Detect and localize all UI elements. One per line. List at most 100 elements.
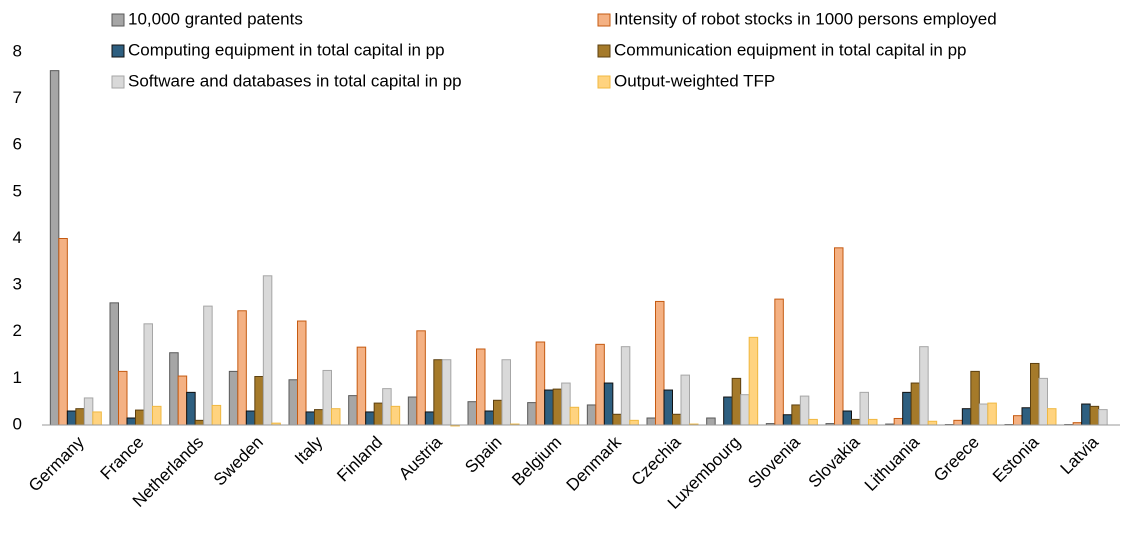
y-tick-label: 1 [13,368,22,387]
x-tick-label: Greece [930,433,983,486]
bar [749,337,758,425]
bar [1039,378,1048,425]
bar [76,409,85,425]
bar [502,360,511,425]
x-tick-label: Czechia [628,432,685,489]
legend-swatch [112,14,124,26]
x-tick-label: Denmark [563,432,626,495]
x-tick-label: Spain [461,433,505,477]
bar [59,239,67,426]
bar [545,390,554,425]
bar [647,418,656,425]
bar [562,383,571,425]
y-tick-label: 8 [13,41,22,60]
bar [962,409,971,425]
bar [84,398,93,425]
x-tick-label: Belgium [508,433,565,490]
bar [494,400,503,425]
bar [50,71,59,425]
bar [408,397,417,425]
bar [979,404,988,425]
bar [1090,406,1099,425]
bar [204,306,213,425]
x-tick-label: Slovenia [744,432,804,492]
bar [195,420,204,425]
bar [1048,409,1057,425]
legend-label: Communication equipment in total capital… [614,40,966,59]
bar [1099,410,1108,425]
bar [153,406,162,425]
bar [988,403,997,425]
bar [366,412,375,425]
bar [306,412,315,425]
legend-label: 10,000 granted patents [128,9,303,28]
bar [434,360,443,425]
bar [212,405,221,425]
bar [800,396,809,425]
x-tick-label: Lithuania [861,432,924,495]
bar [783,415,792,425]
bar [724,397,733,425]
y-tick-label: 6 [13,135,22,154]
bar [903,392,912,425]
legend-label: Software and databases in total capital … [128,71,462,90]
bar [477,349,486,425]
x-tick-label: Estonia [989,432,1043,486]
bar [323,370,332,425]
legend-swatch [112,76,124,88]
bar [468,402,477,425]
bar [732,378,741,425]
bar [357,347,366,425]
y-tick-label: 3 [13,275,22,294]
x-tick-label: Sweden [210,433,267,490]
bar [93,412,102,425]
bar [587,405,596,425]
legend-swatch [598,14,610,26]
bar [630,420,639,425]
legend-label: Intensity of robot stocks in 1000 person… [614,9,997,28]
bar [911,383,920,425]
bar [621,347,630,425]
bar [852,419,861,425]
bar [349,396,358,425]
bar [119,371,128,425]
bar [255,377,263,425]
bar [332,409,341,425]
bar [1014,416,1023,425]
y-tick-label: 0 [13,414,22,433]
legend-swatch [598,76,610,88]
bar [596,344,605,425]
bar [1031,363,1040,425]
bar [289,380,298,425]
bar [553,389,562,425]
bar [613,414,622,425]
bar [707,418,716,425]
bar [860,392,869,425]
legend-label: Computing equipment in total capital in … [128,40,445,59]
x-tick-label: Austria [395,432,446,483]
legend-swatch [112,45,124,57]
bar [536,342,545,425]
bar [528,403,537,425]
bar [298,321,307,425]
bar [170,353,179,425]
bar [809,419,818,425]
x-tick-label: Slovakia [805,432,864,491]
bar [843,411,852,425]
x-tick-label: Finland [333,433,386,486]
y-tick-label: 7 [13,88,22,107]
bar [570,407,579,425]
bar [971,371,980,425]
bar [67,411,76,425]
bar [604,383,613,425]
bar [246,411,255,425]
bar [954,420,963,425]
bar [136,410,145,425]
bar [792,405,801,425]
bar [229,371,238,425]
bar [1022,408,1031,425]
bar [238,311,247,425]
x-tick-label: Latvia [1057,432,1103,478]
bar [485,411,494,425]
